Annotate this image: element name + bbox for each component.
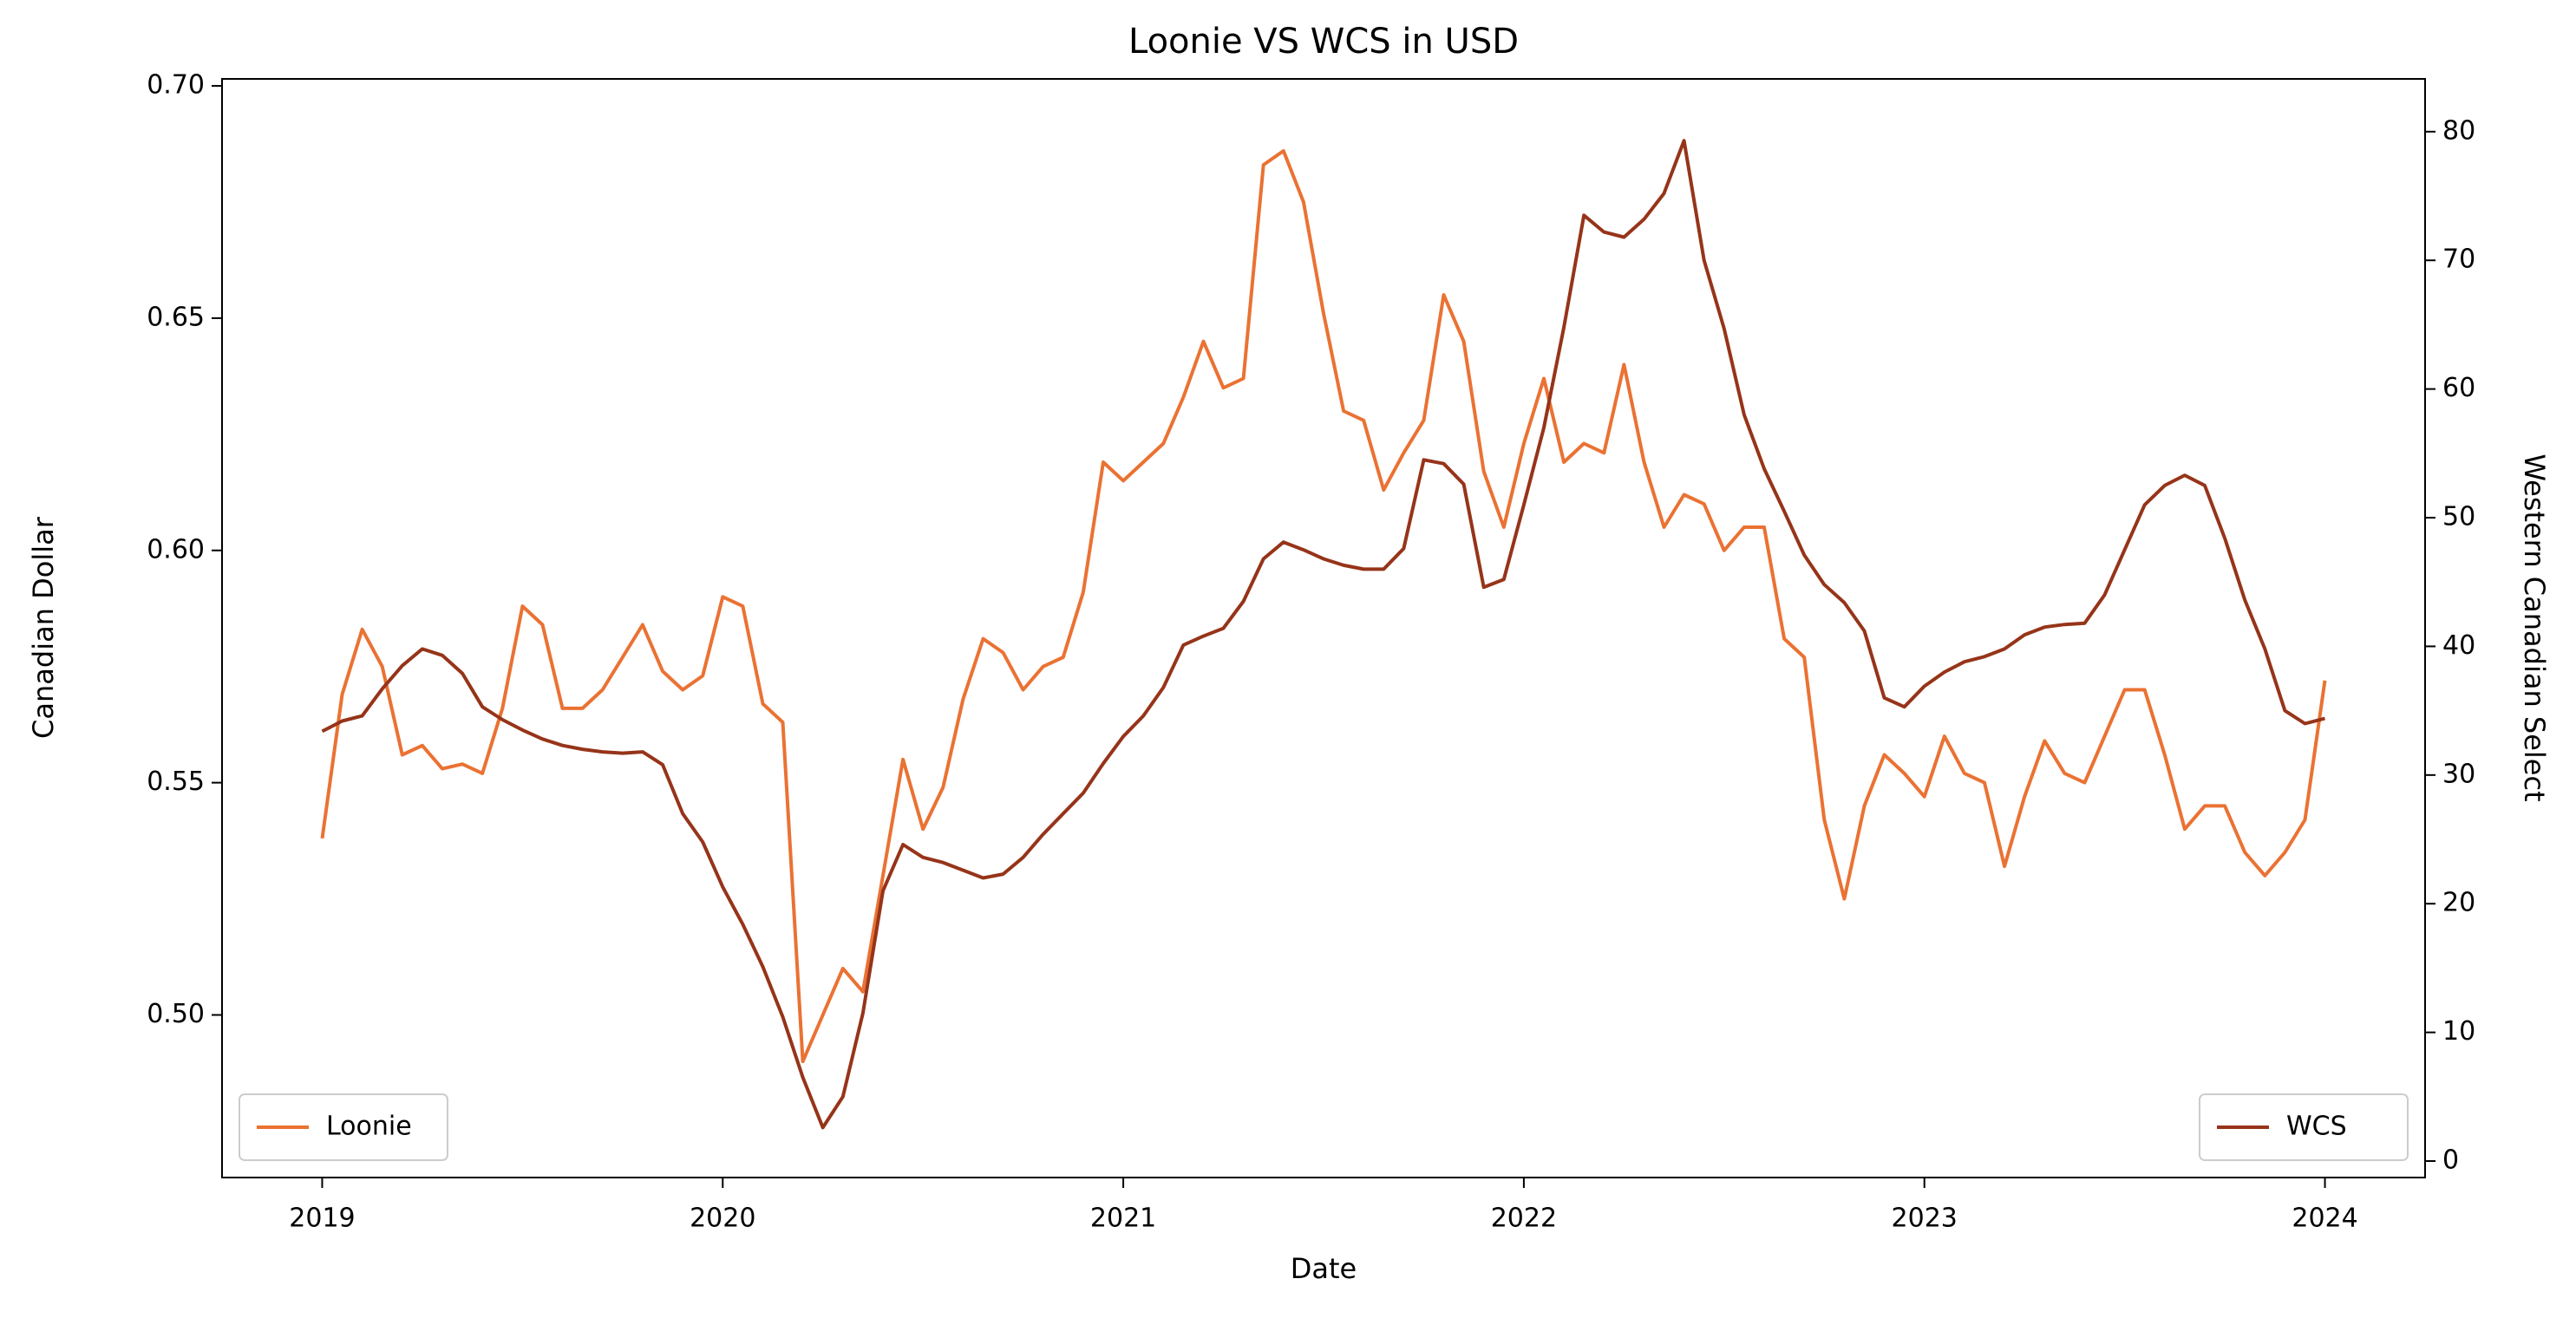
y2-tick-label: 0: [2442, 1145, 2459, 1176]
legend-box: [2199, 1093, 2409, 1161]
y-tick-label: 0.50: [147, 999, 205, 1029]
y-tick-label: 0.55: [147, 767, 205, 797]
x-tick-label: 2024: [2292, 1204, 2357, 1234]
y2-tick-label: 50: [2442, 502, 2475, 532]
legend-box: [239, 1093, 448, 1161]
y2-axis-label: Western Canadian Select: [2518, 453, 2551, 801]
x-tick-label: 2022: [1491, 1204, 1557, 1234]
y2-tick-label: 20: [2442, 888, 2475, 918]
x-tick-label: 2023: [1892, 1204, 1958, 1234]
y-tick-label: 0.70: [147, 70, 205, 101]
plot-frame: [221, 78, 2426, 1178]
y-tick-label: 0.65: [147, 302, 205, 332]
x-tick-label: 2021: [1090, 1204, 1156, 1234]
y2-tick-label: 10: [2442, 1016, 2475, 1047]
legend-label: WCS: [2286, 1112, 2347, 1142]
x-tick-label: 2020: [690, 1204, 755, 1234]
line-loonie: [320, 149, 2327, 1064]
legend-label: Loonie: [326, 1112, 412, 1142]
y2-tick-label: 70: [2442, 245, 2475, 275]
y2-tick-label: 60: [2442, 373, 2475, 403]
y2-tick-label: 40: [2442, 630, 2475, 661]
line-wcs: [321, 139, 2326, 1130]
y2-tick-label: 80: [2442, 115, 2475, 146]
y-tick-label: 0.60: [147, 534, 205, 564]
y-axis-label: Canadian Dollar: [27, 516, 60, 739]
y2-tick-label: 30: [2442, 759, 2475, 789]
x-axis-label: Date: [1291, 1252, 1357, 1285]
x-tick-label: 2019: [289, 1204, 355, 1234]
chart-title: Loonie VS WCS in USD: [1128, 22, 1519, 62]
